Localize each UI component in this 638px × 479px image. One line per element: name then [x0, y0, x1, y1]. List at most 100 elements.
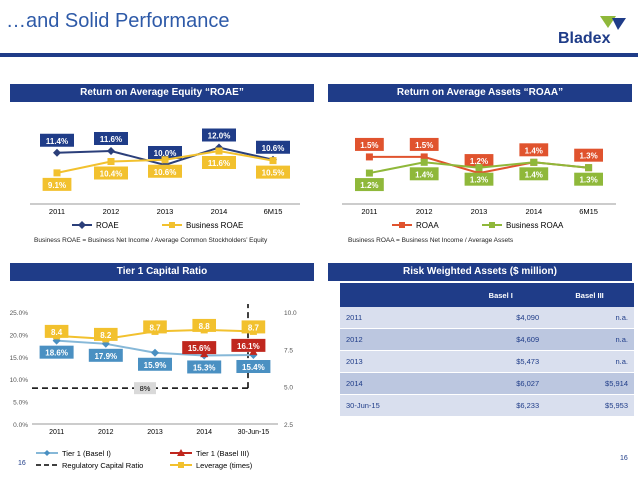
data-label-box [464, 154, 494, 168]
page-title: …and Solid Performance [6, 10, 230, 32]
y-left-tick: 15.0% [10, 355, 29, 362]
data-label: 16.1% [237, 342, 260, 351]
square-marker [215, 147, 223, 155]
data-label: 10.6% [262, 144, 285, 153]
x-tick-label: 2014 [211, 207, 228, 216]
y-left-tick: 10.0% [10, 377, 29, 384]
square-marker [365, 169, 373, 177]
data-label: 1.2% [470, 157, 488, 166]
rwa-basel3: $5,953 [545, 394, 634, 417]
data-label: 1.4% [525, 146, 543, 155]
x-tick-label: 2014 [525, 207, 542, 216]
rwa-basel1: $4,090 [456, 307, 546, 329]
data-label-box [40, 133, 74, 147]
x-tick-label: 2012 [416, 207, 433, 216]
x-tick-label: 2011 [49, 429, 64, 436]
x-tick-label: 2011 [361, 207, 377, 216]
data-label-box [39, 345, 74, 359]
data-label: 8.4 [51, 328, 63, 337]
tier1-banner-label: Tier 1 Capital Ratio [116, 266, 208, 277]
roae-footnote: Business ROAE = Business Net Income / Av… [34, 237, 268, 244]
x-tick-label: 2013 [157, 207, 174, 216]
rwa-basel1: $6,233 [456, 394, 546, 417]
y-left-tick: 25.0% [10, 310, 29, 317]
table-row: 2013 $5,473 n.a. [340, 350, 634, 373]
rwa-period: 2012 [340, 328, 457, 351]
x-tick-label: 2014 [196, 429, 212, 436]
data-label: 8.7 [248, 323, 260, 332]
data-label: 10.4% [100, 170, 123, 179]
rwa-basel1: $5,473 [456, 350, 546, 373]
data-label-box [44, 324, 69, 338]
data-label-box [94, 166, 128, 180]
table-row: 2014 $6,027 $5,914 [340, 372, 634, 395]
diamond-marker [53, 148, 61, 157]
legend-diamond-icon [78, 221, 86, 229]
data-label-box [519, 167, 549, 181]
data-label: 11.4% [46, 137, 68, 146]
data-label-box [182, 341, 217, 355]
legend-label: ROAE [96, 221, 119, 230]
data-label: 8.8 [199, 322, 211, 331]
data-label: 1.5% [360, 141, 378, 150]
data-label-box [202, 156, 236, 169]
data-label-box [241, 320, 266, 334]
legend-square-icon [169, 222, 175, 228]
data-label: 18.6% [45, 349, 68, 358]
data-label-box [94, 132, 128, 145]
x-tick-label: 2013 [471, 207, 488, 216]
data-label: 8.2 [100, 331, 112, 340]
rwa-col-0 [340, 283, 457, 307]
legend-square-icon [178, 462, 184, 468]
rwa-period: 30-Jun-15 [340, 394, 457, 417]
data-label-box [231, 338, 266, 352]
legend-label: Regulatory Capital Ratio [62, 461, 143, 470]
data-label-box [148, 164, 182, 178]
data-label: 17.9% [94, 352, 117, 361]
data-label-box [42, 177, 72, 191]
tier1-banner: Tier 1 Capital Ratio [10, 263, 314, 281]
square-marker [161, 156, 169, 164]
data-label-box [187, 360, 222, 374]
bladex-logo [600, 16, 626, 30]
x-tick-label: 2012 [98, 429, 114, 436]
data-label: 11.6% [100, 135, 122, 144]
logo-text: Bladex [558, 30, 611, 47]
square-marker [53, 169, 61, 177]
square-marker [475, 164, 483, 172]
rwa-basel3: $5,914 [545, 372, 634, 395]
y-right-tick: 5.0 [284, 385, 293, 392]
data-label: 9.1% [48, 181, 66, 190]
y-left-tick: 0.0% [13, 422, 28, 429]
data-label-box [138, 357, 172, 371]
regulatory-label-box [134, 382, 156, 395]
data-label-box [409, 137, 439, 151]
rwa-period: 2014 [340, 372, 457, 395]
legend-label: Leverage (times) [196, 461, 253, 470]
roae-banner: Return on Average Equity “ROAE” [10, 84, 314, 102]
square-marker [107, 158, 115, 165]
data-label: 8.7 [149, 323, 161, 332]
data-label-box [409, 167, 439, 181]
rwa-banner-label: Risk Weighted Assets ($ million) [403, 266, 557, 277]
rwa-basel3: n.a. [545, 350, 634, 373]
rwa-col-1: Basel I [456, 283, 546, 307]
square-marker [530, 158, 538, 166]
data-label: 15.3% [193, 363, 216, 372]
x-tick-label: 2011 [49, 207, 65, 216]
data-label-box [355, 137, 384, 151]
data-label-box [464, 172, 494, 186]
roaa-footnote: Business ROAA = Business Net Income / Av… [348, 237, 514, 244]
data-label: 1.3% [579, 152, 597, 161]
rwa-period: 2013 [340, 350, 457, 373]
regulatory-label: 8% [140, 384, 151, 393]
data-label: 1.3% [579, 176, 597, 185]
y-right-tick: 2.5 [284, 422, 293, 429]
legend-label: Business ROAA [506, 221, 564, 230]
data-label-box [355, 178, 384, 192]
logo-leaf-icon-2 [612, 18, 626, 30]
roaa-banner-label: Return on Average Assets “ROAA” [396, 87, 564, 98]
rwa-period: 2011 [340, 307, 457, 329]
y-left-tick: 20.0% [10, 332, 29, 339]
